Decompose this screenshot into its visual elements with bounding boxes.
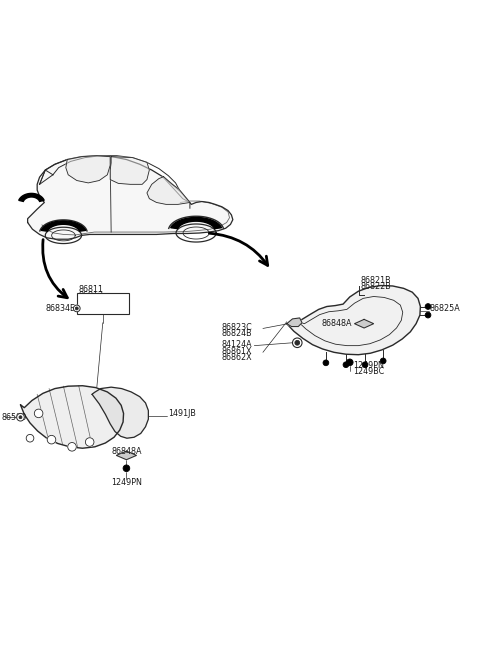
Circle shape <box>85 438 94 446</box>
Circle shape <box>123 465 130 472</box>
Circle shape <box>19 416 22 419</box>
Circle shape <box>343 362 349 367</box>
Text: 86834E: 86834E <box>46 304 76 313</box>
Polygon shape <box>116 451 136 460</box>
Polygon shape <box>92 387 148 438</box>
Text: 86848A: 86848A <box>111 447 142 456</box>
Polygon shape <box>355 320 373 328</box>
Polygon shape <box>147 177 190 204</box>
Text: 84124A: 84124A <box>222 340 252 348</box>
Text: 86811: 86811 <box>79 285 104 294</box>
Circle shape <box>75 307 78 310</box>
Circle shape <box>47 436 56 444</box>
Circle shape <box>292 338 302 348</box>
Polygon shape <box>19 193 44 202</box>
Text: 1249PN: 1249PN <box>111 478 142 487</box>
Text: 86823C: 86823C <box>222 323 252 332</box>
Polygon shape <box>21 386 123 448</box>
Text: 86861X: 86861X <box>222 347 252 356</box>
Polygon shape <box>41 221 85 231</box>
Text: 86821B: 86821B <box>360 276 391 285</box>
Text: 86862X: 86862X <box>222 352 252 362</box>
Circle shape <box>323 360 329 365</box>
Polygon shape <box>28 156 233 239</box>
Polygon shape <box>171 217 221 229</box>
Circle shape <box>347 359 353 365</box>
Circle shape <box>380 358 386 364</box>
Text: 86825A: 86825A <box>430 304 461 313</box>
Polygon shape <box>66 156 110 183</box>
Text: 86590: 86590 <box>1 413 26 422</box>
Circle shape <box>73 305 80 312</box>
Polygon shape <box>287 318 302 327</box>
Polygon shape <box>110 157 149 184</box>
FancyBboxPatch shape <box>77 293 129 314</box>
Text: 1491JB: 1491JB <box>168 409 196 418</box>
Text: 14160: 14160 <box>90 298 115 307</box>
Polygon shape <box>287 286 420 355</box>
Text: 1249PN: 1249PN <box>354 361 384 370</box>
Circle shape <box>34 409 43 418</box>
Circle shape <box>26 434 34 442</box>
Text: 86824B: 86824B <box>222 329 252 338</box>
Text: 86822B: 86822B <box>360 282 391 291</box>
Circle shape <box>425 304 431 309</box>
Circle shape <box>362 362 368 367</box>
Circle shape <box>425 312 431 318</box>
Text: 86848A: 86848A <box>322 319 352 328</box>
Circle shape <box>68 443 76 451</box>
Circle shape <box>295 341 300 345</box>
Text: 1249BC: 1249BC <box>354 367 385 376</box>
Circle shape <box>17 413 24 421</box>
Text: 86812: 86812 <box>79 291 104 299</box>
